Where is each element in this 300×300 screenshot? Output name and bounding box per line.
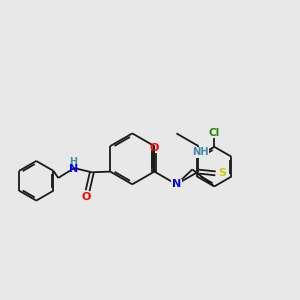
Text: N: N xyxy=(172,179,181,189)
Text: N: N xyxy=(69,164,78,174)
Text: H: H xyxy=(69,157,77,166)
Text: O: O xyxy=(82,192,91,202)
Text: S: S xyxy=(219,168,226,178)
Text: O: O xyxy=(150,142,159,152)
Text: NH: NH xyxy=(192,148,208,158)
Text: Cl: Cl xyxy=(209,128,220,138)
